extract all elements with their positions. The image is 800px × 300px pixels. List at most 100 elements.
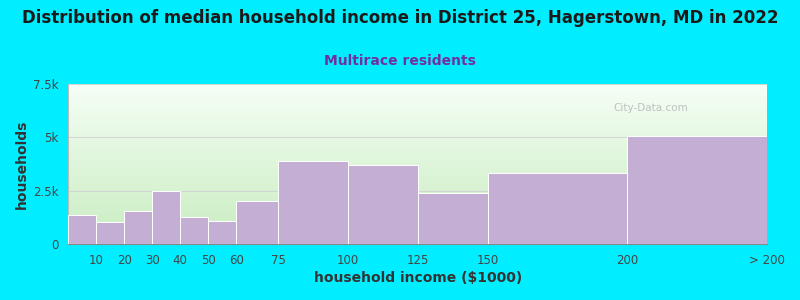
Bar bbox=[68, 200, 767, 201]
Bar bbox=[68, 105, 767, 106]
Bar bbox=[68, 165, 767, 166]
Bar bbox=[68, 218, 767, 220]
Bar bbox=[68, 193, 767, 194]
Text: Distribution of median household income in District 25, Hagerstown, MD in 2022: Distribution of median household income … bbox=[22, 9, 778, 27]
Bar bbox=[68, 114, 767, 115]
Bar bbox=[68, 209, 767, 210]
Y-axis label: households: households bbox=[15, 119, 29, 209]
Bar bbox=[208, 220, 236, 244]
Bar bbox=[68, 157, 767, 158]
Bar bbox=[68, 134, 767, 135]
Bar bbox=[68, 240, 767, 241]
Bar bbox=[68, 181, 767, 182]
Bar bbox=[68, 203, 767, 205]
Bar bbox=[68, 128, 767, 129]
Bar bbox=[68, 92, 767, 94]
Bar bbox=[68, 192, 767, 193]
Bar bbox=[68, 159, 767, 160]
Bar bbox=[68, 223, 767, 224]
Bar bbox=[68, 229, 767, 230]
Bar bbox=[124, 211, 152, 244]
Bar bbox=[236, 201, 278, 244]
Bar bbox=[180, 218, 208, 244]
Bar bbox=[348, 165, 418, 244]
Bar bbox=[68, 215, 96, 244]
Bar bbox=[68, 150, 767, 151]
Bar bbox=[68, 120, 767, 122]
Bar bbox=[68, 88, 767, 89]
Bar bbox=[68, 191, 767, 192]
Bar bbox=[68, 205, 767, 206]
Bar bbox=[68, 103, 767, 104]
Bar bbox=[68, 112, 767, 113]
Bar bbox=[68, 179, 767, 180]
Bar bbox=[68, 113, 767, 114]
Bar bbox=[68, 86, 767, 87]
Bar bbox=[68, 201, 767, 202]
Bar bbox=[68, 145, 767, 146]
Bar bbox=[68, 207, 767, 208]
Text: Multirace residents: Multirace residents bbox=[324, 54, 476, 68]
Bar bbox=[68, 176, 767, 177]
Bar bbox=[68, 235, 767, 236]
Bar bbox=[68, 143, 767, 144]
Bar bbox=[68, 94, 767, 95]
Bar bbox=[68, 132, 767, 133]
Bar bbox=[68, 231, 767, 232]
Bar bbox=[68, 138, 767, 140]
Bar bbox=[68, 147, 767, 148]
Bar bbox=[68, 228, 767, 229]
Bar bbox=[627, 136, 767, 244]
Bar bbox=[68, 146, 767, 147]
Bar bbox=[68, 133, 767, 134]
Bar bbox=[68, 190, 767, 191]
Bar bbox=[68, 220, 767, 222]
Bar bbox=[68, 194, 767, 195]
Bar bbox=[68, 232, 767, 233]
Bar bbox=[68, 153, 767, 154]
Bar bbox=[68, 104, 767, 105]
Bar bbox=[68, 107, 767, 109]
Bar bbox=[68, 141, 767, 142]
Bar bbox=[68, 90, 767, 92]
Bar bbox=[68, 213, 767, 214]
Bar bbox=[68, 222, 767, 223]
Bar bbox=[68, 144, 767, 145]
Bar bbox=[68, 131, 767, 132]
Bar bbox=[68, 185, 767, 187]
Bar bbox=[68, 122, 767, 124]
Bar bbox=[68, 227, 767, 228]
Bar bbox=[68, 109, 767, 110]
Bar bbox=[68, 225, 767, 226]
Bar bbox=[68, 164, 767, 165]
Bar bbox=[68, 160, 767, 161]
Bar bbox=[68, 236, 767, 237]
Bar bbox=[68, 154, 767, 155]
Bar bbox=[68, 158, 767, 159]
Bar bbox=[68, 162, 767, 163]
Bar bbox=[68, 188, 767, 189]
Bar bbox=[68, 237, 767, 238]
Bar bbox=[68, 243, 767, 244]
Bar bbox=[68, 149, 767, 150]
Bar bbox=[68, 89, 767, 90]
Bar bbox=[68, 196, 767, 197]
Bar bbox=[68, 117, 767, 118]
Bar bbox=[68, 100, 767, 101]
Bar bbox=[68, 124, 767, 126]
X-axis label: household income ($1000): household income ($1000) bbox=[314, 271, 522, 285]
Text: City-Data.com: City-Data.com bbox=[614, 103, 688, 113]
Bar bbox=[68, 148, 767, 149]
Bar bbox=[68, 208, 767, 209]
Bar bbox=[68, 118, 767, 119]
Bar bbox=[68, 184, 767, 185]
Bar bbox=[68, 180, 767, 181]
Bar bbox=[68, 187, 767, 188]
Bar bbox=[68, 96, 767, 97]
Bar bbox=[68, 177, 767, 178]
Bar bbox=[68, 166, 767, 167]
Bar bbox=[68, 241, 767, 242]
Bar bbox=[68, 106, 767, 107]
Bar bbox=[68, 130, 767, 131]
Bar bbox=[68, 152, 767, 153]
